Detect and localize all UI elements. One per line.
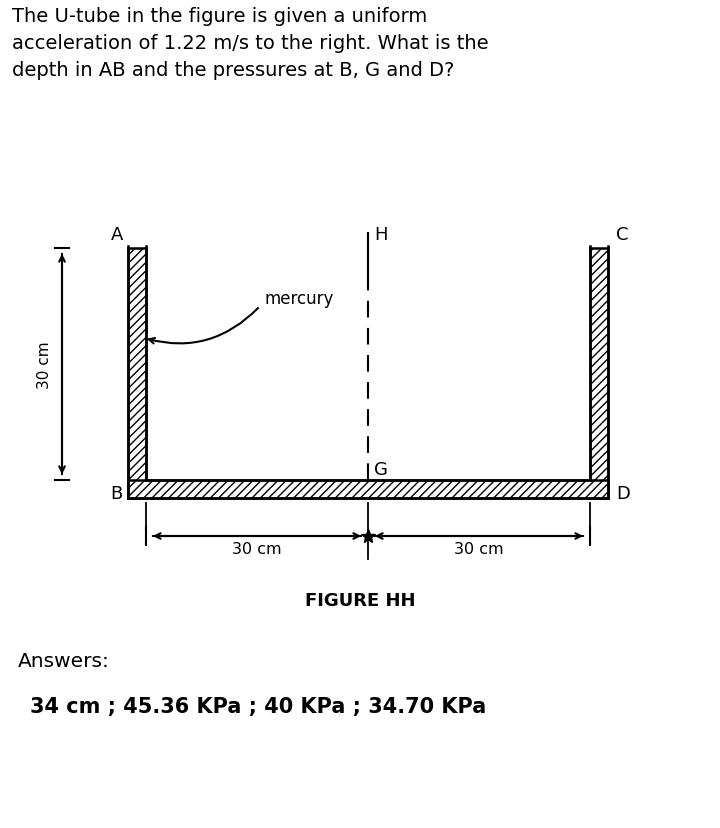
Text: 30 cm: 30 cm bbox=[232, 542, 282, 556]
Bar bbox=[590, 248, 608, 498]
Text: The U-tube in the figure is given a uniform: The U-tube in the figure is given a unif… bbox=[12, 7, 427, 26]
Text: FIGURE HH: FIGURE HH bbox=[305, 591, 415, 609]
Text: C: C bbox=[616, 226, 629, 243]
Bar bbox=[128, 248, 146, 498]
Text: Answers:: Answers: bbox=[18, 651, 110, 670]
Text: depth in AB and the pressures at B, G and D?: depth in AB and the pressures at B, G an… bbox=[12, 61, 454, 80]
Text: H: H bbox=[374, 226, 387, 243]
Text: acceleration of 1.22 m/s to the right. What is the: acceleration of 1.22 m/s to the right. W… bbox=[12, 34, 489, 53]
Text: 30 cm: 30 cm bbox=[37, 341, 52, 388]
Text: B: B bbox=[111, 484, 123, 503]
Text: G: G bbox=[374, 460, 388, 479]
Text: 34 cm ; 45.36 KPa ; 40 KPa ; 34.70 KPa: 34 cm ; 45.36 KPa ; 40 KPa ; 34.70 KPa bbox=[30, 696, 486, 716]
Text: D: D bbox=[616, 484, 630, 503]
Text: mercury: mercury bbox=[265, 290, 334, 308]
Bar bbox=[128, 480, 608, 498]
Text: A: A bbox=[111, 226, 123, 243]
Text: 30 cm: 30 cm bbox=[454, 542, 504, 556]
